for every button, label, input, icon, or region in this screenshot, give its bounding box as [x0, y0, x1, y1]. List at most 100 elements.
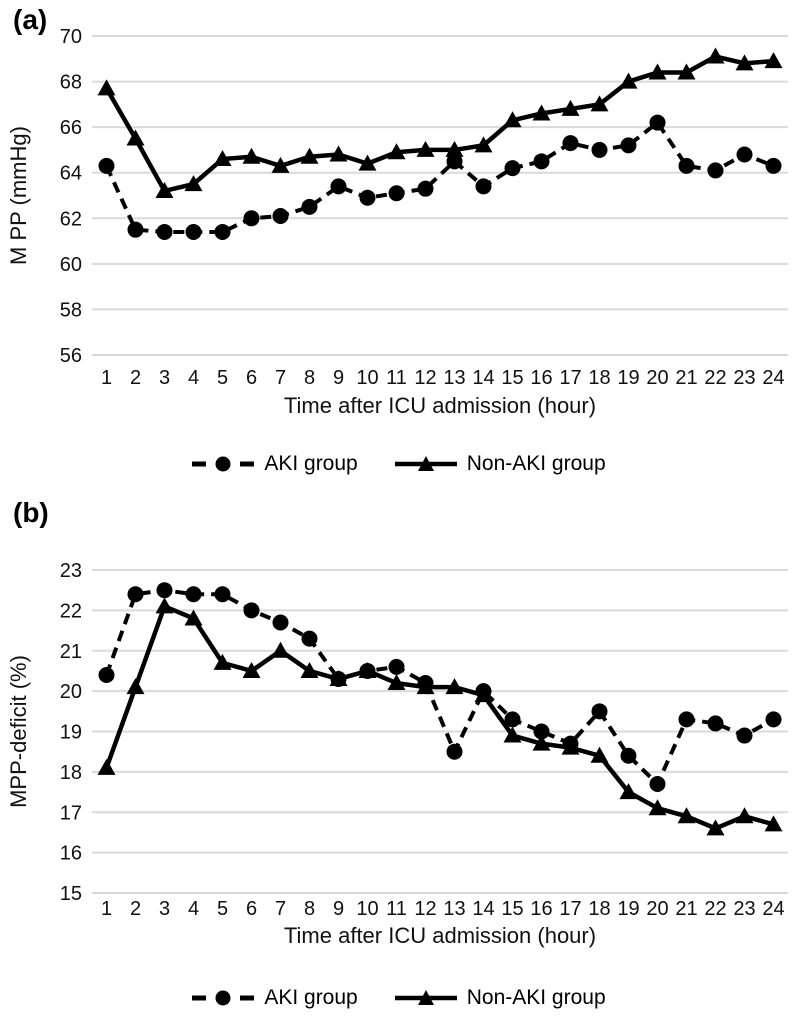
triangle-marker [358, 661, 377, 678]
legend-item-aki: AKI group [191, 452, 358, 476]
triangle-marker [503, 111, 522, 128]
circle-marker [562, 135, 579, 152]
circle-marker [446, 153, 463, 170]
legend-item-non-aki: Non-AKI group [394, 986, 606, 1010]
circle-marker [678, 711, 695, 728]
circle-marker [533, 153, 550, 170]
y-tick-label: 18 [60, 762, 82, 784]
x-tick-label: 22 [704, 898, 726, 920]
x-tick-label: 13 [443, 898, 465, 920]
triangle-marker [532, 734, 551, 751]
series-non-aki-line [104, 54, 774, 194]
legend-label-aki: AKI group [264, 986, 358, 1009]
y-tick-label: 68 [60, 72, 82, 94]
y-tick-label: 22 [60, 600, 82, 622]
x-tick-label: 22 [704, 367, 726, 389]
y-tick-label: 23 [60, 560, 82, 582]
triangle-marker [619, 783, 638, 800]
triangle-marker [271, 641, 290, 658]
x-tick-label: 14 [472, 367, 494, 389]
triangle-marker [735, 807, 754, 824]
circle-marker [417, 180, 434, 197]
circle-marker [156, 223, 173, 240]
triangle-marker [561, 99, 580, 116]
x-tick-label: 1 [101, 898, 112, 920]
x-tick-label: 24 [762, 898, 784, 920]
triangle-marker [126, 129, 145, 146]
x-tick-label: 2 [130, 898, 141, 920]
triangle-marker [677, 63, 696, 80]
triangle-marker [329, 670, 348, 687]
x-tick-label: 9 [333, 898, 344, 920]
y-tick-label: 58 [60, 299, 82, 321]
circle-marker [707, 162, 724, 179]
circle-marker [388, 185, 405, 202]
x-tick-label: 16 [530, 367, 552, 389]
triangle-marker [677, 807, 696, 824]
x-tick-label: 21 [675, 898, 697, 920]
triangle-marker [242, 661, 261, 678]
circle-marker [736, 146, 753, 163]
x-axis-title: Time after ICU admission (hour) [284, 923, 596, 948]
circle-marker [214, 223, 231, 240]
y-tick-label: 56 [60, 345, 82, 367]
x-tick-label: 18 [588, 367, 610, 389]
circle-marker [301, 198, 318, 215]
circle-marker [243, 210, 260, 227]
circle-marker [620, 747, 637, 764]
triangle-marker [445, 140, 464, 157]
panel-a-label: (a) [13, 4, 48, 35]
x-tick-label: 24 [762, 367, 784, 389]
triangle-marker [184, 609, 203, 626]
triangle-marker [213, 653, 232, 670]
triangle-marker [590, 95, 609, 112]
circle-marker [649, 775, 666, 792]
triangle-marker [445, 678, 464, 695]
circle-marker [504, 160, 521, 177]
triangle-marker [532, 104, 551, 121]
triangle-marker [213, 150, 232, 167]
x-tick-label: 1 [101, 367, 112, 389]
circle-marker [330, 178, 347, 195]
circle-marker [272, 208, 289, 225]
triangle-marker [329, 145, 348, 162]
circle-marker [591, 141, 608, 158]
triangle-marker [648, 63, 667, 80]
series-aki-line [104, 119, 775, 234]
y-axis-title: M PP (mmHg) [6, 126, 31, 265]
triangle-marker [474, 686, 493, 703]
triangle-marker [300, 661, 319, 678]
x-tick-label: 20 [646, 898, 668, 920]
x-tick-label: 3 [159, 898, 170, 920]
triangle-marker [155, 181, 174, 198]
x-tick-label: 17 [559, 898, 581, 920]
circle-marker [533, 723, 550, 740]
circle-marker [301, 630, 318, 647]
triangle-marker [126, 678, 145, 695]
triangle-marker [387, 143, 406, 160]
y-tick-label: 21 [60, 641, 82, 663]
x-tick-label: 9 [333, 367, 344, 389]
panel-a-legend: AKI group Non-AKI group [0, 452, 797, 476]
x-tick-label: 6 [246, 898, 257, 920]
solid-triangle-marker-icon [394, 456, 457, 471]
dashed-circle-marker-icon [192, 456, 255, 472]
triangle-marker [561, 738, 580, 755]
x-tick-label: 13 [443, 367, 465, 389]
circle-marker [475, 178, 492, 195]
circle-marker [649, 114, 666, 131]
y-tick-label: 62 [60, 208, 82, 230]
triangle-marker [735, 54, 754, 71]
circle-marker [359, 189, 376, 206]
y-tick-label: 20 [60, 681, 82, 703]
triangle-marker [242, 147, 261, 164]
legend-item-non-aki: Non-AKI group [394, 452, 606, 476]
triangle-marker [590, 746, 609, 763]
triangle-marker [648, 799, 667, 816]
x-tick-label: 21 [675, 367, 697, 389]
x-tick-label: 15 [501, 898, 523, 920]
circle-marker [736, 727, 753, 744]
circle-marker [127, 221, 144, 238]
circle-marker [620, 137, 637, 154]
